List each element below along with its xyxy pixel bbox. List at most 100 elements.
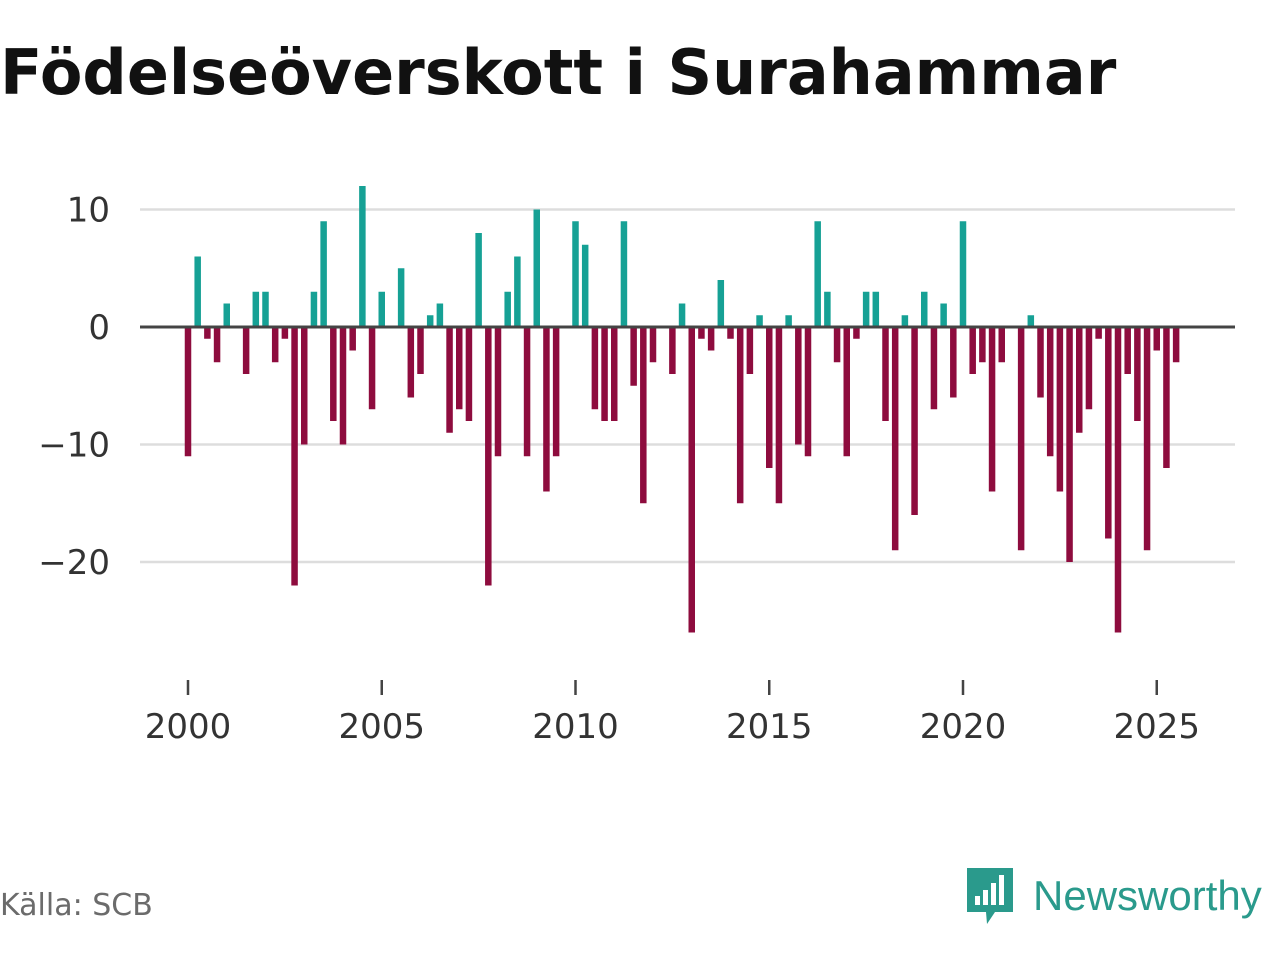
bar — [814, 221, 821, 327]
bar — [959, 221, 967, 327]
brand-name: Newsworthy — [1033, 872, 1262, 919]
bar — [1056, 327, 1064, 492]
bar — [204, 327, 211, 339]
bar — [591, 327, 599, 410]
bar — [242, 327, 250, 374]
y-tick-label: −20 — [38, 543, 110, 583]
bar — [1095, 327, 1102, 339]
bar — [649, 327, 657, 363]
x-tick-label: 2000 — [145, 707, 232, 747]
x-tick-label: 2020 — [920, 707, 1007, 747]
bar — [736, 327, 744, 504]
bar — [988, 327, 996, 492]
bar — [746, 327, 754, 374]
bar — [1066, 327, 1073, 562]
bar — [678, 303, 686, 327]
bar — [688, 327, 695, 633]
bar — [611, 327, 618, 421]
bar — [756, 315, 763, 327]
bar — [950, 327, 957, 398]
bar — [901, 315, 909, 327]
bar — [417, 327, 424, 374]
x-tick-label: 2015 — [726, 707, 813, 747]
bar — [1114, 327, 1122, 633]
x-tick-label: 2025 — [1113, 707, 1200, 747]
bar — [543, 327, 550, 492]
bar — [581, 244, 589, 327]
bar — [1085, 327, 1093, 410]
bar — [552, 327, 560, 457]
bar — [1076, 327, 1083, 433]
bar — [1037, 327, 1044, 398]
bar — [494, 327, 502, 457]
bar — [446, 327, 453, 433]
bar — [872, 291, 880, 327]
bar — [979, 327, 986, 363]
bar — [213, 327, 221, 363]
bar — [397, 268, 405, 327]
bar — [262, 291, 269, 327]
y-tick-label: 10 — [67, 191, 110, 231]
bar — [998, 327, 1005, 363]
bar — [359, 186, 366, 327]
bar — [475, 233, 482, 327]
bar — [698, 327, 705, 339]
x-tick-label: 2005 — [338, 707, 425, 747]
bar — [795, 327, 802, 445]
bar — [572, 221, 579, 327]
bar — [930, 327, 938, 410]
bar — [184, 327, 192, 457]
x-tick-label: 2010 — [532, 707, 619, 747]
bar — [921, 291, 928, 327]
bar — [301, 327, 308, 445]
chart-title: Födelseöverskott i Surahammar — [0, 36, 1117, 109]
bar — [291, 327, 298, 586]
source-label: Källa: SCB — [0, 888, 153, 923]
bar — [320, 221, 327, 327]
bar — [833, 327, 841, 363]
bar — [707, 327, 715, 351]
bar — [891, 327, 899, 551]
bar — [969, 327, 976, 374]
bar — [368, 327, 376, 410]
bar — [1124, 327, 1131, 374]
bar — [504, 291, 511, 327]
bar — [1134, 327, 1141, 421]
bar — [785, 315, 792, 327]
bar — [1143, 327, 1151, 551]
bar — [1046, 327, 1054, 457]
bar — [940, 303, 947, 327]
y-tick-label: −10 — [38, 426, 110, 466]
bar — [620, 221, 628, 327]
bar — [426, 315, 434, 327]
bar — [853, 327, 860, 339]
bar — [862, 291, 870, 327]
bar — [766, 327, 773, 468]
bar — [775, 327, 783, 504]
bar — [1017, 327, 1025, 551]
bar — [407, 327, 415, 398]
bar — [514, 256, 521, 327]
bar — [640, 327, 647, 504]
bars — [184, 186, 1180, 633]
bar — [194, 256, 201, 327]
y-tick-label: 0 — [88, 308, 110, 348]
bar — [271, 327, 279, 363]
bar — [378, 291, 385, 327]
bar — [436, 303, 444, 327]
bar — [485, 327, 492, 586]
bar — [843, 327, 850, 457]
bar — [804, 327, 812, 457]
bar — [456, 327, 463, 410]
bar — [1105, 327, 1112, 539]
bar — [1163, 327, 1170, 468]
brand-logo[interactable]: Newsworthy — [965, 866, 1262, 926]
bar — [330, 327, 337, 421]
bar — [523, 327, 531, 457]
bar — [281, 327, 289, 339]
bar — [252, 291, 260, 327]
bar — [533, 209, 540, 327]
bar — [1153, 327, 1160, 351]
bar — [601, 327, 608, 421]
bar — [1172, 327, 1180, 363]
